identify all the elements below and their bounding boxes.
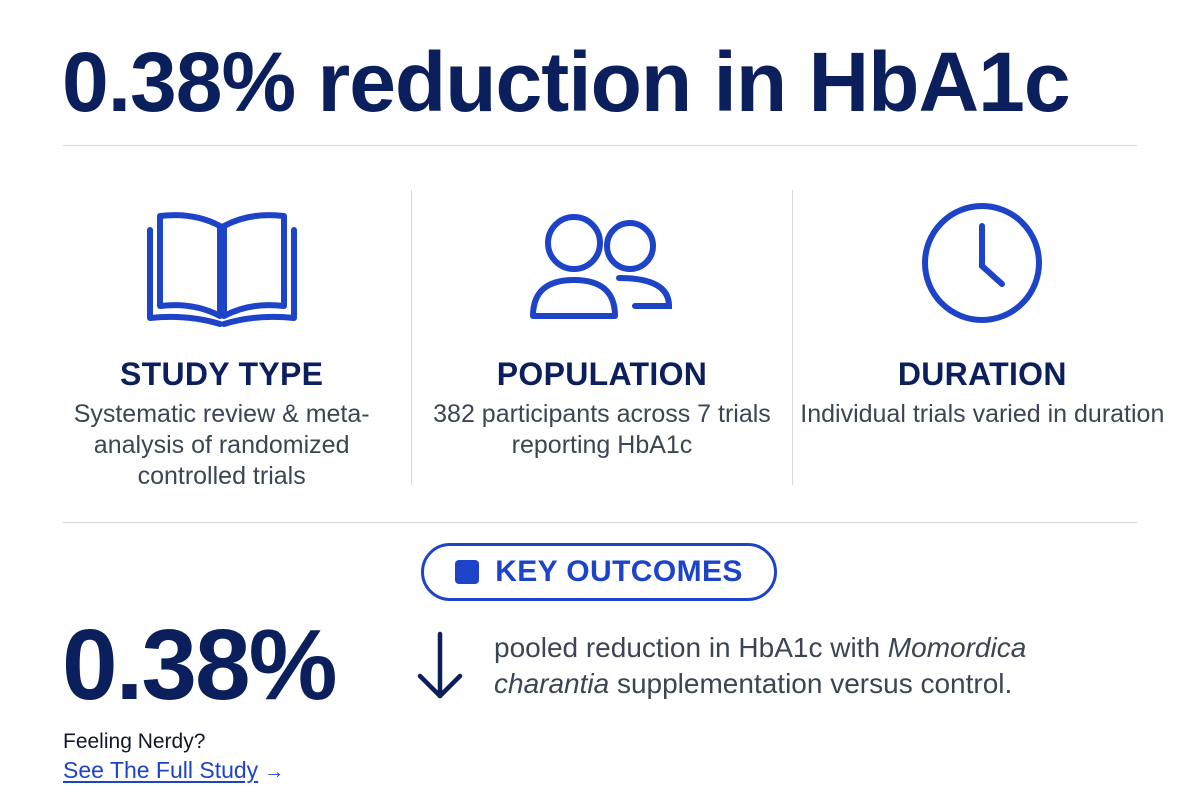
card-duration: DURATION Individual trials varied in dur… bbox=[791, 190, 1172, 485]
users-icon bbox=[527, 198, 677, 328]
clock-icon bbox=[917, 198, 1047, 328]
card-description: 382 participants across 7 trials reporti… bbox=[433, 400, 771, 459]
desc-part: pooled reduction in HbA1c with bbox=[494, 632, 888, 663]
see-full-study-link[interactable]: See The Full Study → bbox=[63, 757, 284, 784]
arrow-right-icon: → bbox=[264, 761, 285, 783]
top-divider bbox=[63, 145, 1137, 146]
card-title: DURATION bbox=[897, 356, 1067, 392]
square-icon bbox=[455, 560, 480, 584]
study-summary-cards: STUDY TYPE Systematic review & meta-anal… bbox=[32, 190, 1172, 490]
card-population: POPULATION 382 participants across 7 tri… bbox=[411, 190, 791, 485]
species-name: Momordica charantia bbox=[494, 632, 1027, 699]
key-stat-value: 0.38% bbox=[62, 609, 338, 721]
card-title: POPULATION bbox=[496, 356, 708, 392]
key-outcomes-label: KEY OUTCOMES bbox=[495, 555, 743, 588]
desc-part: supplementation versus control. bbox=[609, 668, 1013, 699]
see-full-study-label: See The Full Study bbox=[63, 757, 259, 783]
down-arrow-icon bbox=[414, 630, 466, 707]
key-outcomes-badge: KEY OUTCOMES bbox=[421, 543, 777, 601]
card-description: Individual trials varied in duration bbox=[800, 400, 1165, 428]
card-study-type: STUDY TYPE Systematic review & meta-anal… bbox=[32, 190, 411, 490]
feeling-nerdy-text: Feeling Nerdy? bbox=[63, 730, 206, 753]
middle-divider bbox=[63, 522, 1137, 523]
card-description: Systematic review & meta-analysis of ran… bbox=[73, 400, 370, 490]
key-stat-description: pooled reduction in HbA1c with Momordica… bbox=[494, 630, 1134, 702]
book-icon bbox=[142, 198, 302, 328]
page-title: 0.38% reduction in HbA1c bbox=[62, 35, 1071, 129]
card-title: STUDY TYPE bbox=[119, 356, 324, 392]
